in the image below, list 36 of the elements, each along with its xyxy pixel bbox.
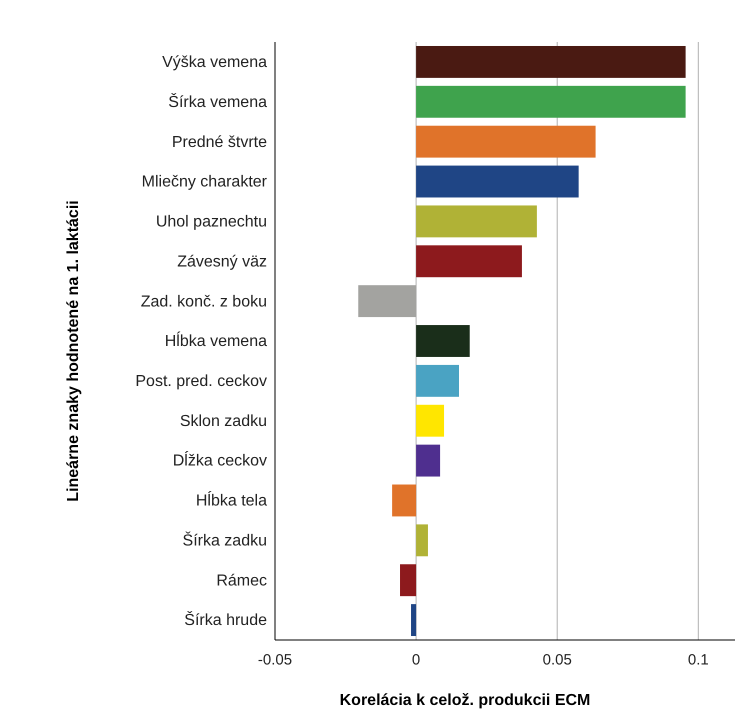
bar <box>416 245 522 278</box>
y-tick-label: Mliečny charakter <box>142 174 268 191</box>
bar <box>416 364 459 397</box>
bar <box>392 484 416 516</box>
bar <box>416 524 428 556</box>
y-tick-label: Šírka vemena <box>168 92 268 111</box>
y-tick-label: Výška vemena <box>162 54 268 72</box>
bar <box>416 444 440 477</box>
y-tick-label: Rámec <box>216 572 267 590</box>
y-tick-label: Sklon zadku <box>180 412 267 430</box>
y-tick-label: Hĺbka vemena <box>164 331 268 350</box>
bar <box>416 166 579 198</box>
bar <box>416 325 470 357</box>
bar <box>411 604 416 636</box>
y-tick-label: Šírka hrude <box>184 611 268 630</box>
y-axis-title: Lineárne znaky hodnotené na 1. laktácii <box>65 200 82 502</box>
y-tick-label: Dĺžka ceckov <box>172 450 267 470</box>
y-tick-label: Hĺbka tela <box>196 490 268 510</box>
bar <box>416 46 686 78</box>
y-tick-label: Uhol paznechtu <box>156 214 267 231</box>
x-tick-label: -0.05 <box>258 652 292 669</box>
bar <box>416 205 537 238</box>
x-tick-label: 0.05 <box>542 652 572 669</box>
y-tick-label: Post. pred. ceckov <box>135 372 267 390</box>
bar <box>400 564 416 596</box>
bar <box>358 285 416 318</box>
x-tick-label: 0.1 <box>688 652 709 669</box>
y-tick-label: Predné štvrte <box>172 134 268 151</box>
bar <box>416 86 686 118</box>
bar <box>416 126 596 158</box>
y-tick-label: Šírka zadku <box>182 531 267 550</box>
bar <box>416 404 444 437</box>
x-tick-label: 0 <box>412 652 420 669</box>
x-axis-title: Korelácia k celož. produkcii ECM <box>340 692 590 709</box>
y-tick-label: Závesný väz <box>177 253 267 270</box>
y-tick-label: Zad. konč. z boku <box>140 293 267 310</box>
